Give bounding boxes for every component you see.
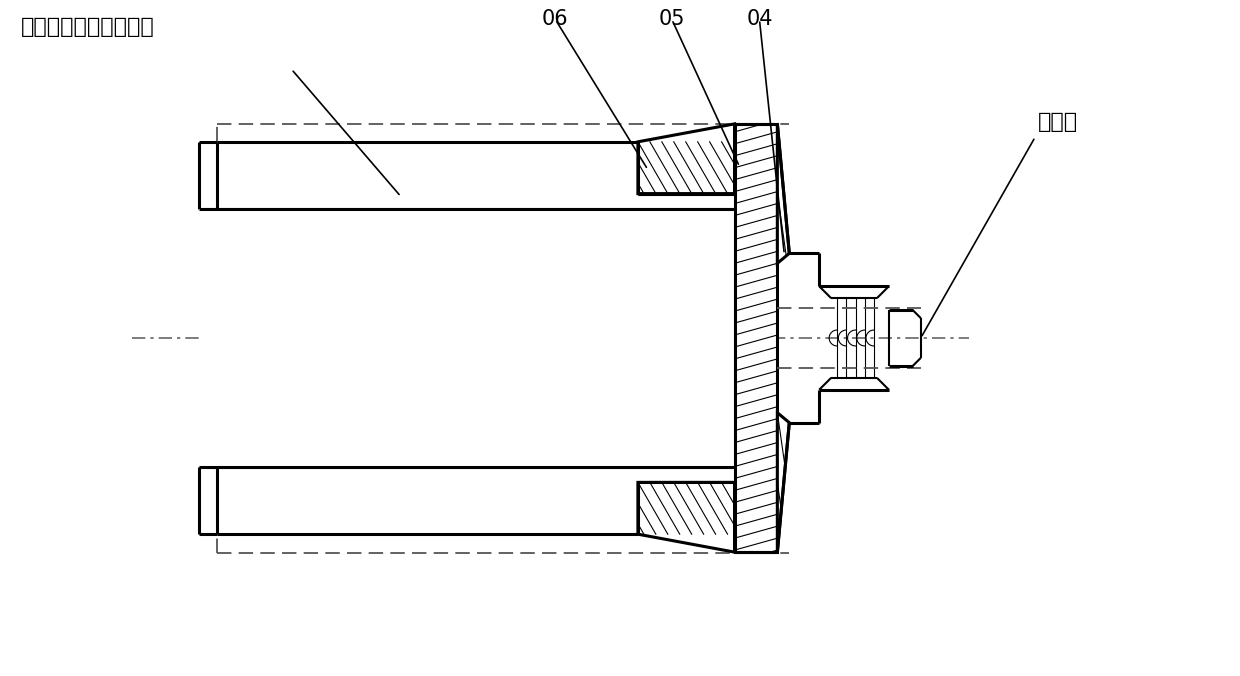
- Polygon shape: [637, 124, 734, 193]
- Text: 输入端: 输入端: [1038, 112, 1079, 132]
- Text: 05: 05: [658, 9, 684, 29]
- Polygon shape: [777, 124, 790, 264]
- Text: 06: 06: [542, 9, 569, 29]
- Text: 中外翼供输油系统管路: 中外翼供输油系统管路: [21, 18, 154, 37]
- Polygon shape: [637, 483, 734, 552]
- Polygon shape: [198, 208, 734, 468]
- Text: 04: 04: [746, 9, 773, 29]
- Polygon shape: [734, 124, 777, 552]
- Polygon shape: [777, 412, 790, 552]
